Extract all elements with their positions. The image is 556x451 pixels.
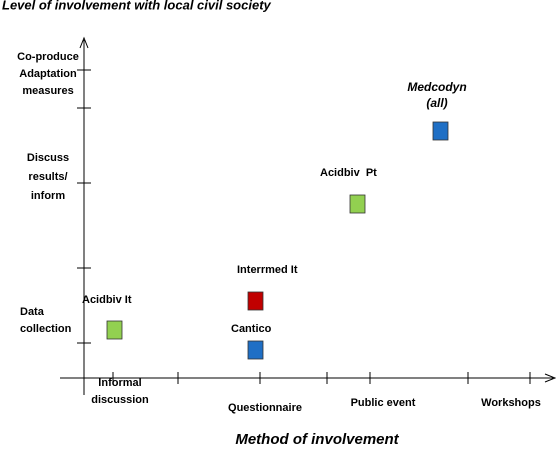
y-level-label: Discuss <box>27 152 69 164</box>
y-level-label: collection <box>20 323 72 335</box>
project-marker <box>247 340 264 360</box>
x-category-label: Questionnaire <box>228 402 302 414</box>
project-label: Acidbiv It <box>82 294 132 306</box>
y-level-label: inform <box>31 190 65 202</box>
y-ticks <box>77 69 91 344</box>
project-label: Cantico <box>231 323 272 335</box>
project-label: Medcodyn <box>407 80 466 94</box>
x-category-label: discussion <box>91 394 149 406</box>
y-level-label: Data <box>20 306 45 318</box>
project-marker <box>432 121 449 141</box>
x-axis-title: Method of involvement <box>235 431 399 448</box>
project-label: (all) <box>426 96 447 110</box>
y-level-label: Co-produce <box>17 51 79 63</box>
y-level-label: results/ <box>28 171 67 183</box>
chart-title: Level of involvement with local civil so… <box>2 0 272 12</box>
project-marker <box>247 291 264 311</box>
x-category-label: Workshops <box>481 397 541 409</box>
project-label: Interrmed It <box>237 264 298 276</box>
y-level-label: Adaptation <box>19 68 77 80</box>
project-marker <box>349 194 366 214</box>
x-category-label: Public event <box>351 397 416 409</box>
y-level-label: measures <box>22 85 73 97</box>
x-arrow <box>544 373 556 383</box>
project-marker <box>106 320 123 340</box>
y-arrow <box>79 36 89 49</box>
x-category-label: Informal <box>98 377 141 389</box>
x-ticks <box>112 372 531 384</box>
project-label: Acidbiv Pt <box>320 167 377 179</box>
